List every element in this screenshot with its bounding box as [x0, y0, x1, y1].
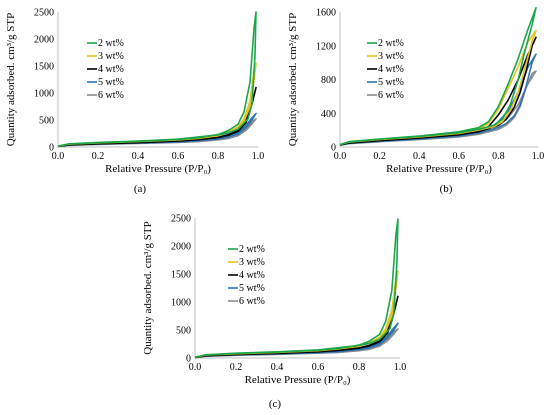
y-tick-label: 1000 [171, 298, 191, 309]
x-tick-label: 0.6 [453, 151, 466, 162]
y-tick-label: 500 [39, 116, 54, 127]
x-tick-label: 0.2 [230, 362, 243, 373]
x-tick-label: 0.2 [373, 151, 386, 162]
y-tick-label: 2000 [171, 242, 191, 253]
series-2wt-isotherm [57, 11, 257, 147]
panel-label: (c) [269, 398, 282, 410]
x-axis-title: Relative Pressure (P/P₀) [386, 163, 492, 175]
y-axis-title: Quantity adsorbed. cm³/g STP [287, 13, 299, 146]
legend-label: 5 wt% [239, 283, 265, 294]
y-tick-label: 400 [321, 109, 336, 120]
series-2wt-isotherm [194, 218, 399, 358]
x-tick-label: 0.8 [212, 151, 225, 162]
y-tick-label: 1200 [316, 41, 336, 52]
x-tick-label: 0.4 [413, 151, 426, 162]
y-tick-label: 2500 [34, 8, 54, 19]
chart-panel-c: 0.0 0.2 0.4 0.6 0.8 1.0 0 500 1000 1500 2000 2500 Re… [142, 214, 406, 411]
legend: 2 wt% 3 wt% 4 wt% 5 wt% 6 wt% [367, 38, 404, 101]
panel-label: (a) [134, 183, 147, 195]
x-tick-label: 0.6 [172, 151, 185, 162]
legend-label: 6 wt% [378, 90, 404, 101]
x-tick-label: 0.0 [189, 362, 202, 373]
legend-label: 4 wt% [98, 64, 124, 75]
y-tick-label: 1000 [34, 89, 54, 100]
legend-label: 6 wt% [239, 296, 265, 307]
legend-label: 2 wt% [378, 38, 404, 49]
legend-label: 2 wt% [239, 244, 265, 255]
y-tick-label: 1500 [171, 270, 191, 281]
y-tick-label: 1600 [316, 8, 336, 19]
legend-label: 2 wt% [98, 38, 124, 49]
x-tick-label: 0.2 [92, 151, 105, 162]
y-axis-title: Quantity adsorbed. cm³/g STP [142, 221, 154, 354]
chart-panel-a: 0.0 0.2 0.4 0.6 0.8 1.0 0 500 1000 1500 2000 2500 Re… [5, 8, 264, 196]
legend-label: 5 wt% [98, 77, 124, 88]
x-axis-title: Relative Pressure (P/P₀) [105, 163, 211, 175]
legend-label: 5 wt% [378, 77, 404, 88]
legend-label: 4 wt% [378, 64, 404, 75]
x-tick-label: 0.8 [353, 362, 366, 373]
x-tick-label: 1.0 [252, 151, 265, 162]
x-tick-label: 0.4 [132, 151, 145, 162]
y-tick-label: 2500 [171, 214, 191, 225]
y-tick-label: 0 [186, 354, 191, 365]
x-tick-label: 1.0 [394, 362, 407, 373]
x-tick-label: 0.0 [334, 151, 347, 162]
legend: 2 wt% 3 wt% 4 wt% 5 wt% 6 wt% [228, 244, 265, 307]
legend-label: 6 wt% [98, 90, 124, 101]
chart-panel-b: 0.0 0.2 0.4 0.6 0.8 1.0 0 400 800 1200 1600 Relativ… [287, 7, 545, 195]
x-tick-label: 0.8 [492, 151, 505, 162]
legend-label: 3 wt% [98, 51, 124, 62]
x-tick-label: 1.0 [532, 151, 545, 162]
y-tick-label: 800 [321, 75, 336, 86]
legend-label: 4 wt% [239, 270, 265, 281]
y-tick-label: 500 [176, 326, 191, 337]
y-tick-label: 0 [49, 143, 54, 154]
y-axis-title: Quantity adsorbed. cm³/g STP [5, 13, 17, 146]
legend-label: 3 wt% [378, 51, 404, 62]
y-tick-label: 0 [331, 143, 336, 154]
x-axis-title: Relative Pressure (P/P₀) [245, 374, 351, 386]
legend-label: 3 wt% [239, 257, 265, 268]
series-5wt-isotherm [339, 53, 537, 146]
legend: 2 wt% 3 wt% 4 wt% 5 wt% 6 wt% [87, 38, 124, 101]
x-tick-label: 0.0 [52, 151, 65, 162]
y-tick-label: 1500 [34, 62, 54, 73]
series-4wt-isotherm [339, 36, 537, 146]
x-tick-label: 0.4 [271, 362, 284, 373]
panel-label: (b) [440, 183, 453, 195]
y-tick-label: 2000 [34, 35, 54, 46]
x-tick-label: 0.6 [312, 362, 325, 373]
series-2wt-isotherm [339, 7, 537, 146]
